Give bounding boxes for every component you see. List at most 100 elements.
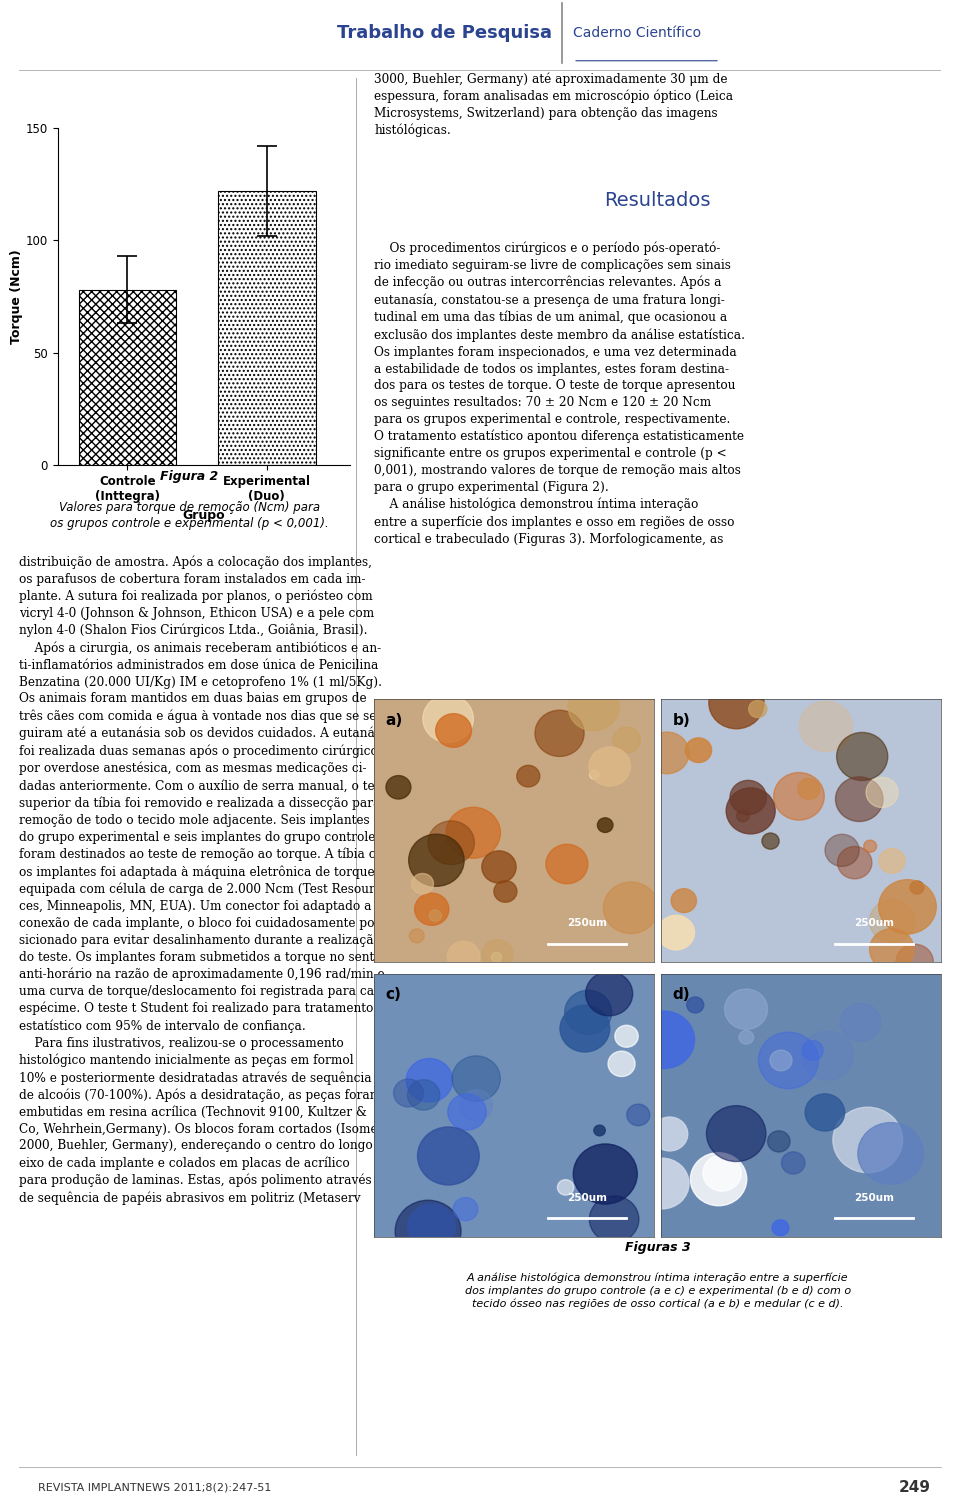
Circle shape	[589, 1196, 639, 1243]
Circle shape	[446, 808, 500, 859]
Circle shape	[768, 1130, 790, 1151]
Circle shape	[879, 848, 905, 874]
Circle shape	[825, 835, 859, 866]
Y-axis label: Torque (Ncm): Torque (Ncm)	[10, 249, 23, 344]
Circle shape	[707, 1106, 766, 1162]
Circle shape	[835, 778, 883, 821]
Circle shape	[597, 818, 613, 833]
Circle shape	[396, 1201, 461, 1262]
Circle shape	[703, 1154, 741, 1192]
Circle shape	[686, 997, 704, 1013]
Circle shape	[447, 1094, 486, 1130]
Circle shape	[774, 773, 825, 820]
Circle shape	[725, 989, 768, 1030]
Circle shape	[739, 1030, 754, 1045]
Circle shape	[726, 788, 775, 835]
Circle shape	[749, 701, 767, 717]
Circle shape	[645, 732, 689, 773]
Circle shape	[634, 1012, 694, 1069]
Circle shape	[429, 910, 442, 922]
Circle shape	[586, 971, 633, 1016]
Circle shape	[736, 811, 750, 821]
Circle shape	[493, 881, 516, 902]
Circle shape	[671, 889, 697, 913]
Circle shape	[798, 779, 820, 799]
Circle shape	[652, 1117, 687, 1151]
Circle shape	[422, 695, 473, 743]
Circle shape	[482, 940, 514, 970]
Circle shape	[589, 770, 599, 779]
Circle shape	[858, 1123, 924, 1184]
Circle shape	[781, 1151, 805, 1174]
Text: 250um: 250um	[566, 919, 607, 928]
Text: b): b)	[673, 713, 690, 728]
Circle shape	[406, 1058, 452, 1102]
Bar	[218, 191, 316, 465]
Circle shape	[588, 747, 631, 787]
Circle shape	[730, 781, 766, 815]
Circle shape	[412, 874, 434, 895]
Text: Os procedimentos cirúrgicos e o período pós-operató-
rio imediato seguiram-se li: Os procedimentos cirúrgicos e o período …	[374, 242, 745, 545]
Circle shape	[833, 1108, 902, 1172]
Text: 3000, Buehler, Germany) até aproximadamente 30 μm de
espessura, foram analisadas: 3000, Buehler, Germany) até aproximadame…	[374, 72, 733, 137]
Circle shape	[772, 1220, 789, 1235]
Text: A análise histológica demonstrou íntima interação entre a superfície
dos implant: A análise histológica demonstrou íntima …	[465, 1273, 851, 1309]
Text: d): d)	[673, 988, 690, 1003]
Circle shape	[460, 1090, 492, 1120]
Circle shape	[870, 899, 915, 943]
Circle shape	[447, 941, 480, 973]
Circle shape	[802, 1031, 853, 1079]
Circle shape	[560, 1006, 610, 1052]
Circle shape	[612, 726, 640, 754]
Circle shape	[394, 1079, 423, 1106]
Circle shape	[837, 847, 872, 880]
Circle shape	[870, 929, 914, 971]
Text: 250um: 250um	[853, 919, 894, 928]
Text: REVISTA IMPLANTNEWS 2011;8(2):247-51: REVISTA IMPLANTNEWS 2011;8(2):247-51	[38, 1483, 272, 1492]
Circle shape	[896, 944, 933, 979]
Text: Resultados: Resultados	[605, 191, 710, 210]
Circle shape	[482, 851, 516, 883]
Circle shape	[866, 778, 899, 808]
Circle shape	[386, 776, 411, 799]
Circle shape	[836, 732, 888, 781]
Text: 250um: 250um	[853, 1193, 894, 1202]
Circle shape	[407, 1079, 440, 1111]
Circle shape	[415, 893, 449, 925]
Circle shape	[573, 1144, 637, 1204]
Text: distribuição de amostra. Após a colocação dos implantes,
os parafusos de cobertu: distribuição de amostra. Após a colocaçã…	[19, 555, 395, 1205]
Text: c): c)	[386, 988, 401, 1003]
Circle shape	[685, 738, 711, 763]
Circle shape	[614, 1025, 638, 1048]
Circle shape	[408, 1204, 456, 1249]
Circle shape	[770, 1051, 792, 1070]
Circle shape	[758, 1033, 819, 1088]
Circle shape	[492, 952, 502, 962]
Text: Trabalho de Pesquisa: Trabalho de Pesquisa	[337, 24, 552, 42]
Circle shape	[803, 1040, 823, 1060]
Text: 249: 249	[900, 1480, 931, 1495]
Circle shape	[594, 1126, 605, 1136]
Circle shape	[864, 841, 876, 853]
Text: Caderno Científico: Caderno Científico	[573, 26, 701, 41]
Circle shape	[409, 929, 424, 943]
Circle shape	[762, 833, 780, 850]
Circle shape	[452, 1055, 500, 1102]
Circle shape	[627, 1105, 650, 1126]
Circle shape	[418, 1127, 479, 1184]
Circle shape	[453, 1198, 478, 1220]
Text: Figuras 3: Figuras 3	[625, 1241, 690, 1255]
Bar	[79, 290, 176, 465]
Circle shape	[546, 844, 588, 884]
Circle shape	[608, 1051, 636, 1076]
Circle shape	[658, 916, 694, 950]
Circle shape	[636, 1159, 689, 1208]
Circle shape	[564, 991, 612, 1034]
Circle shape	[436, 713, 471, 747]
Circle shape	[568, 683, 619, 731]
Circle shape	[840, 1004, 880, 1042]
Text: a): a)	[386, 713, 403, 728]
Circle shape	[910, 881, 924, 895]
Text: 250um: 250um	[566, 1193, 607, 1202]
Circle shape	[436, 842, 458, 863]
